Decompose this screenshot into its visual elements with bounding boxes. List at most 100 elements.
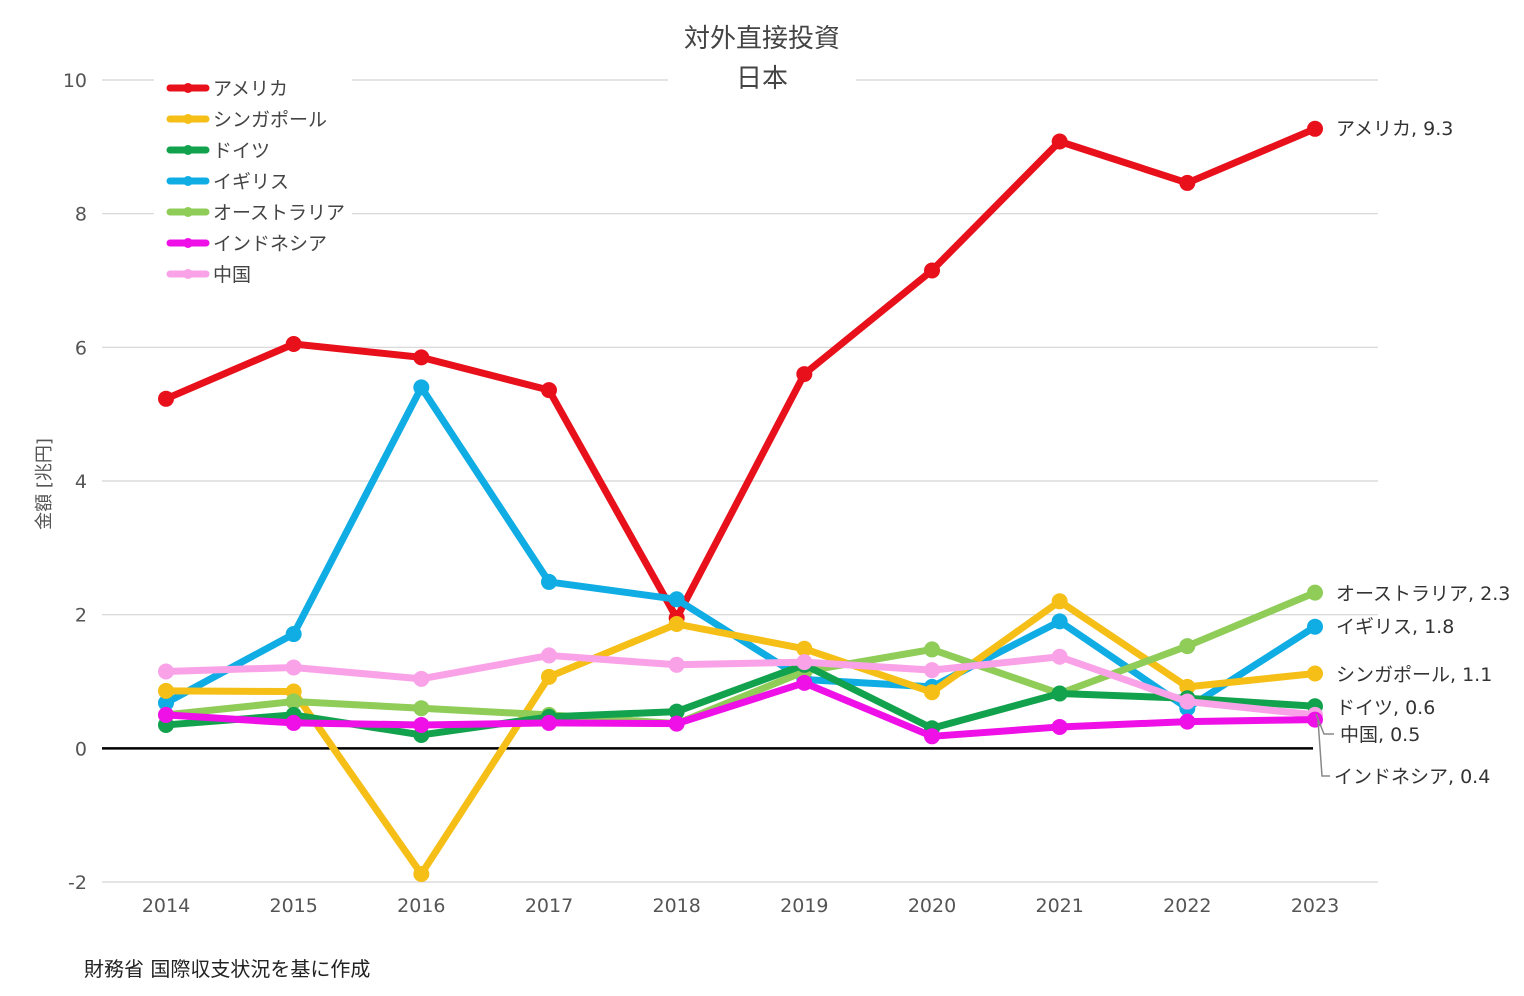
data-point [1307,584,1323,601]
end-label: インドネシア, 0.4 [1334,766,1490,788]
data-point [1307,618,1323,635]
legend-label: ドイツ [213,140,270,162]
x-tick-label: 2017 [525,895,573,917]
legend-label: シンガポール [213,109,327,131]
data-point [796,366,813,383]
data-point [924,662,940,679]
legend-label: アメリカ [213,78,288,100]
data-point [1051,718,1068,735]
data-point [541,668,557,685]
data-point [413,349,430,366]
series-line [162,589,1319,728]
series-シンガポール [158,593,1323,882]
y-tick-label: 10 [63,70,87,92]
y-tick-label: 8 [75,204,87,226]
end-label: シンガポール, 1.1 [1336,664,1492,686]
legend-marker [183,207,193,217]
legend-marker [183,238,193,248]
legend-label: 中国 [213,264,251,286]
data-point [285,714,302,731]
y-axis-ticks: -2 0 2 4 6 8 10 [63,70,87,894]
x-tick-label: 2014 [142,895,190,917]
data-point [1179,174,1196,191]
series-group [158,120,1323,882]
y-tick-label: 4 [75,471,87,493]
end-labels: アメリカ, 9.3 シンガポール, 1.1 ドイツ, 0.6 イギリス, 1.8 オース… [1315,118,1510,788]
x-tick-label: 2018 [652,895,700,917]
y-axis-label: 金額 [兆円] [34,438,55,530]
y-tick-label: -2 [68,872,87,894]
data-point [541,573,557,590]
data-point [1051,685,1068,702]
data-point [1307,665,1323,682]
data-point [158,663,174,680]
data-point [1307,120,1323,137]
chart-title: 対外直接投資 [683,24,840,54]
data-point [796,654,813,671]
data-point [924,684,940,701]
x-tick-label: 2021 [1035,895,1083,917]
series-line [162,679,1319,740]
data-point [158,682,174,699]
data-point [1179,678,1196,695]
series-アメリカ [158,120,1323,627]
data-point [1179,713,1196,730]
y-tick-label: 2 [75,605,87,627]
source-note: 財務省 国際収支状況を基に作成 [84,957,371,981]
data-point [541,647,557,664]
label-leader-line [1317,719,1330,777]
data-point [1051,648,1068,665]
data-point [668,703,685,720]
series-line [162,651,1319,719]
data-point [668,591,685,608]
data-point [158,694,174,711]
data-point [1051,593,1068,610]
title-background [668,70,856,94]
series-中国 [158,647,1323,723]
legend-label: イギリス [213,171,289,193]
data-point [158,390,174,407]
data-point [413,865,430,882]
series-オーストラリア [158,584,1323,732]
legend-marker [183,269,193,279]
data-point [1179,693,1196,710]
data-point [1051,613,1068,630]
end-label: アメリカ, 9.3 [1336,118,1453,140]
legend-label: オーストラリア [213,202,345,224]
end-label: オーストラリア, 2.3 [1336,583,1510,605]
x-tick-label: 2023 [1291,895,1339,917]
end-label: イギリス, 1.8 [1336,616,1454,638]
y-tick-label: 6 [75,337,87,359]
x-axis-ticks: 2014 2015 2016 2017 2018 2019 2020 2021 2022 2023 [142,895,1339,917]
data-point [158,706,174,723]
legend-label: インドネシア [213,233,327,255]
label-leader-line [1315,713,1334,735]
data-point [413,379,430,396]
data-point [668,715,685,732]
y-tick-label: 0 [75,738,87,760]
data-point [285,693,302,710]
data-point [285,335,302,352]
end-label: ドイツ, 0.6 [1336,697,1435,719]
data-point [413,716,430,733]
data-point [285,626,302,643]
data-point [796,674,813,691]
x-tick-label: 2019 [780,895,828,917]
data-point [668,616,685,633]
legend-marker [183,145,193,155]
data-point [924,641,940,658]
legend-marker [183,114,193,124]
series-line [162,597,1319,878]
series-line [162,125,1319,622]
data-point [1179,638,1196,655]
legend-marker [183,83,193,93]
data-point [285,659,302,676]
end-label: 中国, 0.5 [1340,724,1420,746]
x-tick-label: 2020 [908,895,956,917]
data-point [413,700,430,717]
data-point [924,728,940,745]
x-tick-label: 2022 [1163,895,1211,917]
data-point [668,656,685,673]
